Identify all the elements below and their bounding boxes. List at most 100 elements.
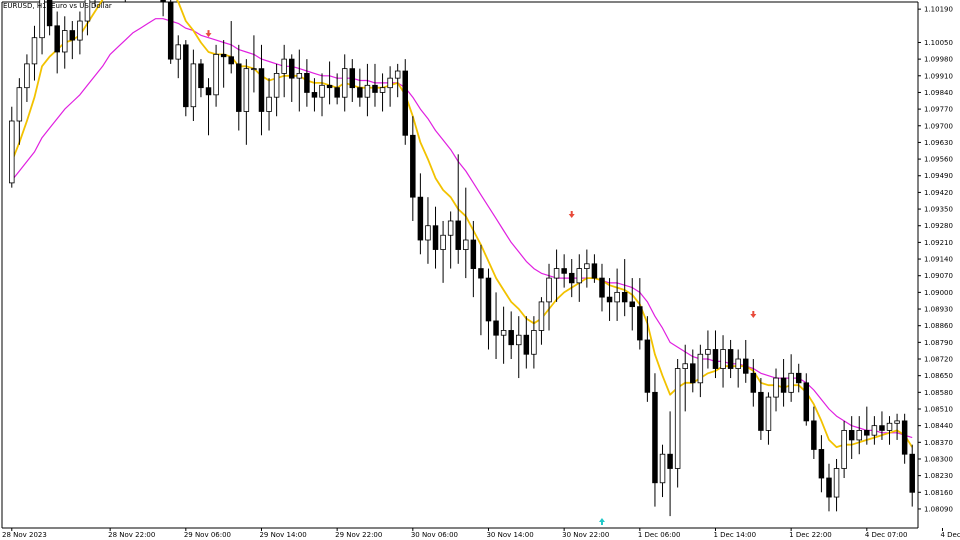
candle bbox=[440, 220, 446, 283]
candle bbox=[667, 411, 673, 517]
candle bbox=[720, 335, 726, 388]
bear-candle-body bbox=[803, 382, 810, 422]
bull-candle-body bbox=[62, 30, 68, 53]
bull-candle-body bbox=[659, 453, 666, 484]
bear-candle-body bbox=[818, 449, 825, 479]
price-tick-label: 1.10190 bbox=[924, 6, 953, 14]
candle bbox=[304, 59, 310, 107]
price-tick-label: 1.08370 bbox=[924, 439, 953, 447]
bull-candle-body bbox=[319, 84, 325, 98]
bear-candle-body bbox=[629, 301, 635, 308]
time-tick-label: 4 Dec 07:00 bbox=[865, 531, 908, 539]
candle bbox=[455, 154, 461, 264]
price-axis-group: 1.10190 1.10050 1.09980 1.09910 1.09840 1.097… bbox=[1, 1, 953, 529]
bear-candle-body bbox=[220, 53, 227, 58]
candle bbox=[432, 206, 439, 269]
bear-candle-body bbox=[750, 372, 757, 393]
time-tick-label: 1 Dec 14:00 bbox=[713, 531, 756, 539]
price-tick-label: 1.08580 bbox=[924, 389, 953, 397]
price-tick-label: 1.08860 bbox=[924, 322, 953, 330]
bull-candle-body bbox=[765, 396, 772, 431]
bear-candle-body bbox=[712, 349, 719, 369]
candle bbox=[9, 106, 15, 188]
candle bbox=[516, 316, 522, 379]
bull-candle-body bbox=[364, 84, 371, 98]
candle bbox=[621, 259, 628, 317]
bear-candle-body bbox=[470, 239, 477, 269]
candle bbox=[160, 0, 166, 17]
bull-candle-body bbox=[674, 368, 681, 469]
slow-moving-average-line bbox=[11, 18, 913, 439]
bear-candle-body bbox=[561, 268, 567, 274]
price-tick-label: 1.09840 bbox=[924, 89, 953, 97]
bull-candle-body bbox=[9, 120, 15, 184]
price-tick-label: 1.08230 bbox=[924, 472, 953, 480]
price-tick-label: 1.09070 bbox=[924, 272, 953, 280]
candle bbox=[357, 68, 363, 107]
bear-candle-body bbox=[568, 272, 575, 284]
bear-candle-body bbox=[304, 73, 310, 93]
candle bbox=[273, 63, 280, 117]
bear-candle-body bbox=[402, 70, 408, 136]
candle bbox=[864, 406, 870, 445]
bull-candle-body bbox=[720, 349, 726, 369]
bear-candle-body bbox=[780, 377, 787, 393]
candle bbox=[538, 297, 545, 345]
candle bbox=[31, 25, 38, 81]
bull-candle-body bbox=[387, 77, 393, 89]
bear-candle-body bbox=[54, 25, 60, 53]
price-tick-label: 1.08650 bbox=[924, 372, 953, 380]
bull-candle-body bbox=[190, 63, 197, 108]
candle bbox=[447, 211, 454, 269]
candle bbox=[281, 44, 287, 98]
candle bbox=[818, 435, 825, 493]
candle bbox=[697, 344, 704, 398]
candle bbox=[16, 78, 23, 145]
bear-candle-body bbox=[758, 391, 764, 431]
bull-candle-body bbox=[77, 20, 83, 41]
price-tick-label: 1.09280 bbox=[924, 222, 953, 230]
candle bbox=[205, 78, 212, 136]
candle bbox=[909, 444, 915, 507]
candle bbox=[190, 49, 197, 122]
candle bbox=[871, 416, 878, 445]
bull-candle-body bbox=[31, 37, 38, 65]
candle bbox=[561, 254, 567, 288]
symbol-label: EURUSD, H1: Euro vs US Dollar bbox=[3, 2, 112, 10]
candle bbox=[531, 316, 537, 369]
bear-candle-body bbox=[621, 291, 628, 303]
time-tick-label: 4 Dec 15:00 bbox=[940, 531, 960, 539]
bear-candle-body bbox=[198, 63, 204, 89]
candle bbox=[341, 54, 348, 112]
bull-candle-body bbox=[243, 68, 250, 112]
bear-candle-body bbox=[326, 84, 333, 89]
candle bbox=[614, 268, 620, 321]
candle bbox=[773, 368, 779, 412]
candle bbox=[788, 354, 794, 402]
candle bbox=[478, 244, 484, 336]
bull-candle-body bbox=[16, 87, 23, 122]
candle bbox=[584, 249, 590, 288]
candle bbox=[39, 0, 45, 55]
bull-candle-body bbox=[788, 372, 794, 393]
candle bbox=[236, 44, 242, 131]
candle bbox=[833, 458, 840, 512]
price-tick-label: 1.08160 bbox=[924, 489, 953, 497]
candle bbox=[394, 63, 401, 98]
bull-candle-body bbox=[39, 0, 45, 39]
candle bbox=[296, 49, 303, 112]
candle bbox=[780, 359, 787, 407]
candle bbox=[568, 259, 575, 298]
bull-candle-body bbox=[705, 349, 711, 355]
candle bbox=[705, 330, 711, 369]
bull-candle-body bbox=[341, 68, 348, 98]
bear-candle-body bbox=[599, 277, 605, 298]
candle bbox=[69, 21, 76, 60]
candle bbox=[319, 73, 325, 117]
bull-candle-body bbox=[833, 468, 840, 498]
candle bbox=[848, 416, 855, 459]
bear-candle-body bbox=[417, 196, 424, 241]
candle bbox=[379, 73, 386, 112]
candle bbox=[198, 59, 204, 98]
